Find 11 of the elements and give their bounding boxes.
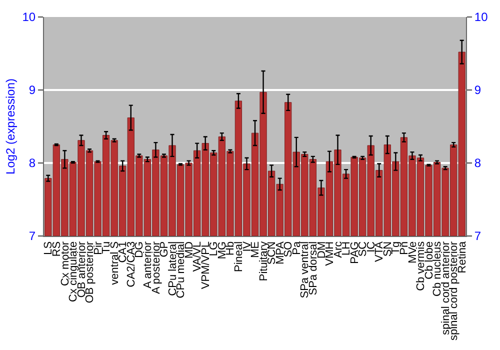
y2-tick-label: 7 <box>474 229 482 244</box>
y-tick-label: 7 <box>28 229 36 244</box>
y2-tick-label: 10 <box>474 10 488 24</box>
y-tick-label: 9 <box>28 83 36 98</box>
y2-tick-label: 8 <box>474 156 482 170</box>
y-tick-label: 10 <box>22 10 36 24</box>
y-axis-title: Log2 (expression) <box>4 78 18 175</box>
y-tick-label: 8 <box>28 156 36 170</box>
x-tick-label: Tg <box>390 241 402 254</box>
y2-tick-label: 9 <box>474 83 482 98</box>
x-tick-label: OB posterior <box>84 241 96 304</box>
